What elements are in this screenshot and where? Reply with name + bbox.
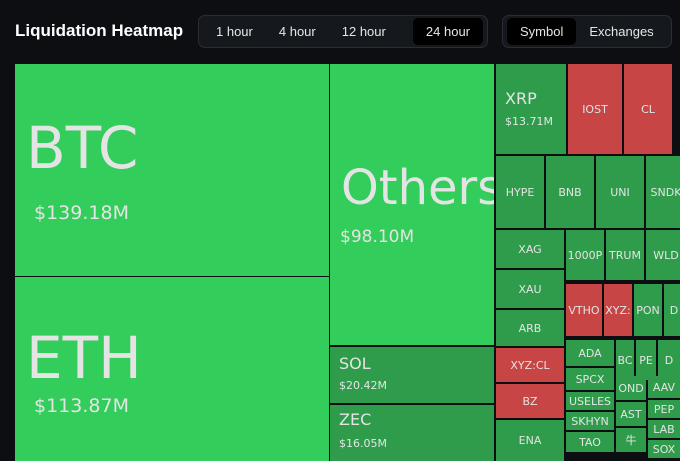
treemap-cell[interactable]: ARB (496, 310, 564, 346)
cell-label: 牛 (625, 434, 637, 447)
treemap-cell[interactable]: PE (636, 340, 656, 380)
treemap-cell[interactable]: HYPE (496, 156, 544, 228)
cell-label: ARB (518, 321, 542, 335)
treemap-cell[interactable]: Others $98.10M (330, 64, 494, 345)
cell-label: XAU (518, 282, 542, 296)
time-tab[interactable]: 1 hour (216, 24, 253, 39)
treemap-cell[interactable]: SOL $20.42M (330, 347, 494, 403)
time-tab[interactable]: 4 hour (278, 24, 316, 39)
treemap-cell[interactable]: PEP (648, 400, 680, 418)
treemap-cell[interactable]: D (658, 340, 680, 380)
page-title: Liquidation Heatmap (15, 21, 184, 40)
treemap-cell[interactable]: ZEC $16.05M (330, 405, 494, 461)
cell-label: TAO (579, 435, 601, 449)
cell-label: ETH (26, 324, 142, 392)
cell-label: WLD (653, 248, 679, 262)
treemap-cell[interactable]: LAB (648, 420, 680, 438)
treemap-cell[interactable]: XYZ:CL (496, 348, 564, 382)
treemap-cell[interactable]: BC (616, 340, 634, 380)
treemap: BTC $139.18M ETH $113.87M Others $98.10M SOL $2… (15, 64, 680, 461)
treemap-cell[interactable]: TAO (566, 432, 614, 452)
cell-value: $13.71M (505, 115, 553, 128)
cell-value: $16.05M (339, 437, 387, 450)
cell-label: Others (341, 160, 494, 216)
cell-label: BZ (522, 394, 538, 408)
treemap-cell[interactable]: D (664, 284, 680, 336)
treemap-cell[interactable]: BZ (496, 384, 564, 418)
cell-label: D (669, 303, 679, 317)
treemap-cell[interactable]: OND (616, 376, 646, 400)
cell-label: SOX (652, 442, 676, 456)
cell-label: ADA (578, 346, 602, 360)
treemap-cell[interactable]: IOST (568, 64, 622, 154)
cell-value: $139.18M (34, 202, 129, 224)
view-tab[interactable]: Exchanges (589, 24, 654, 39)
cell-label: AAV (652, 380, 676, 394)
cell-label: SOL (339, 354, 371, 373)
view-tabs: Symbol Exchanges (502, 15, 672, 48)
time-tabs: 1 hour 4 hour 12 hour 24 hour (198, 15, 488, 48)
cell-label: BC (617, 353, 633, 367)
cell-label: PON (636, 303, 660, 317)
view-tab[interactable]: Symbol (507, 18, 577, 45)
cell-label: SKHYN (571, 414, 609, 428)
cell-value: $98.10M (340, 227, 415, 247)
cell-label: D (664, 353, 674, 367)
cell-label: XAG (518, 242, 542, 256)
treemap-cell[interactable]: 牛 (616, 428, 646, 452)
treemap-cell[interactable]: UNI (596, 156, 644, 228)
treemap-cell[interactable]: CL (624, 64, 672, 154)
cell-label: VTHO (568, 303, 600, 317)
cell-label: CL (641, 102, 655, 116)
treemap-cell[interactable]: PON (634, 284, 662, 336)
treemap-cell[interactable]: SOX (648, 440, 680, 458)
treemap-cell[interactable]: TRUM (606, 230, 644, 280)
treemap-cell[interactable]: BNB (546, 156, 594, 228)
cell-label: AST (620, 407, 642, 421)
cell-value: $20.42M (339, 379, 387, 392)
cell-label: 1000P (567, 248, 603, 262)
cell-label: USELES (568, 394, 612, 408)
treemap-cell[interactable]: ETH $113.87M (15, 277, 329, 461)
treemap-cell[interactable]: AAV (648, 376, 680, 398)
treemap-cell[interactable]: XRP $13.71M (496, 64, 566, 154)
treemap-cell[interactable]: AST (616, 402, 646, 426)
time-tab[interactable]: 24 hour (412, 18, 483, 45)
cell-label: XYZ: (605, 303, 631, 317)
treemap-cell[interactable]: XAU (496, 270, 564, 308)
cell-label: SNDK (650, 185, 680, 199)
cell-label: BTC (26, 114, 139, 182)
cell-label: TRUM (609, 248, 641, 262)
treemap-cell[interactable]: ADA (566, 340, 614, 366)
time-tab[interactable]: 12 hour (341, 24, 386, 39)
cell-value: $113.87M (34, 395, 129, 417)
treemap-cell[interactable]: SPCX (566, 368, 614, 390)
treemap-cell[interactable]: ENA (496, 420, 564, 461)
treemap-cell[interactable]: XAG (496, 230, 564, 268)
treemap-cell[interactable]: VTHO (566, 284, 602, 336)
cell-label: PEP (653, 402, 675, 416)
treemap-cell[interactable]: WLD (646, 230, 680, 280)
cell-label: ZEC (339, 410, 372, 429)
cell-label: XRP (505, 89, 537, 108)
treemap-cell[interactable]: 1000P (566, 230, 604, 280)
cell-label: PE (639, 353, 653, 367)
treemap-cell[interactable]: SNDK (646, 156, 680, 228)
cell-label: SPCX (575, 372, 605, 386)
treemap-cell[interactable]: SKHYN (566, 412, 614, 430)
cell-label: XYZ:CL (510, 358, 550, 372)
cell-label: UNI (610, 185, 630, 199)
treemap-cell[interactable]: XYZ: (604, 284, 632, 336)
cell-label: IOST (582, 102, 608, 116)
cell-label: BNB (558, 185, 582, 199)
cell-label: OND (618, 381, 644, 395)
treemap-cell[interactable]: BTC $139.18M (15, 64, 329, 276)
cell-label: LAB (653, 422, 675, 436)
cell-label: ENA (518, 434, 542, 447)
treemap-cell[interactable]: USELES (566, 392, 614, 410)
cell-label: HYPE (505, 185, 535, 199)
